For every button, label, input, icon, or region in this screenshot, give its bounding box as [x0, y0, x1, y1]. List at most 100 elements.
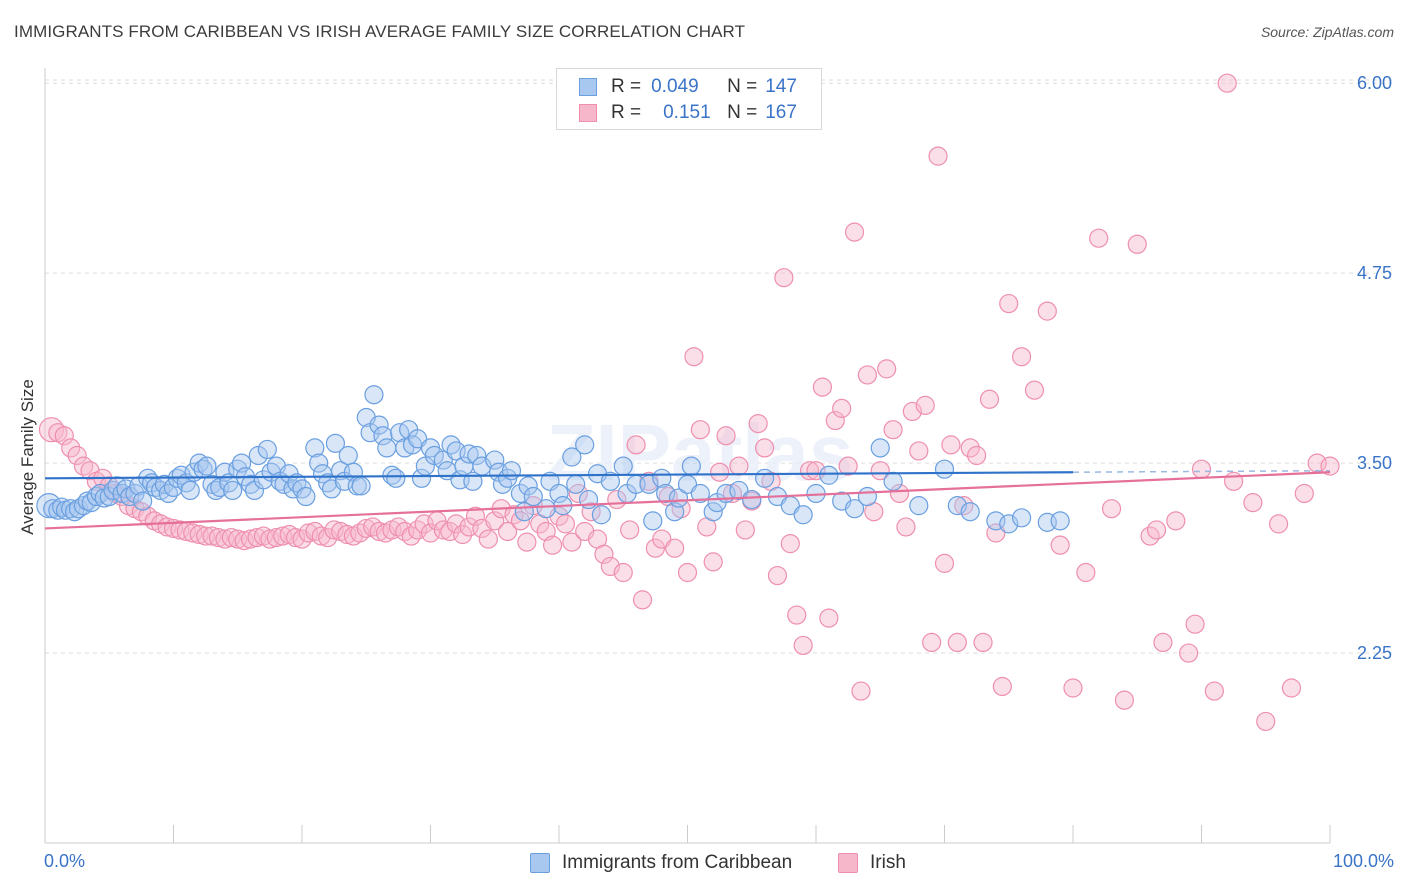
irish-point [1268, 514, 1289, 534]
irish-point [665, 538, 685, 558]
caribbean-point [325, 433, 346, 453]
trend-lines [44, 469, 1331, 530]
caribbean-point [793, 505, 813, 525]
irish-point [1024, 380, 1045, 400]
irish-point [562, 532, 582, 552]
irish-point [832, 398, 852, 418]
irish-point [542, 535, 563, 555]
caribbean-point [518, 476, 538, 496]
caribbean-point [351, 476, 371, 496]
irish-point [999, 293, 1019, 314]
caribbean-point [613, 456, 633, 476]
r-value: 0.151 [663, 102, 711, 123]
irish-point [806, 461, 826, 481]
y-tick-label: 6.00 [1357, 73, 1392, 93]
irish-point [915, 395, 935, 415]
caribbean-point [133, 491, 153, 511]
irish-point [684, 347, 704, 367]
irish-point [947, 632, 967, 653]
irish-point [703, 552, 723, 572]
irish-point [517, 532, 537, 552]
caribbean-point [424, 445, 444, 466]
irish-point [735, 520, 755, 540]
irish-point [1089, 228, 1109, 248]
caribbean-point [960, 502, 980, 522]
irish-point [1320, 456, 1340, 476]
irish-point [555, 514, 576, 534]
caribbean-point [690, 483, 710, 504]
irish-point [819, 608, 839, 628]
irish-point [1146, 520, 1167, 540]
irish-point [774, 268, 794, 288]
irish-point [748, 413, 768, 434]
caribbean-point [536, 499, 556, 519]
caribbean-point [411, 468, 432, 488]
irish-point [1076, 562, 1096, 583]
caribbean-point [377, 438, 397, 458]
x-tick-min: 0.0% [44, 851, 86, 871]
irish-point [61, 438, 81, 458]
chart-title: IMMIGRANTS FROM CARIBBEAN VS IRISH AVERA… [14, 22, 746, 41]
r-value: 0.049 [651, 76, 699, 97]
caribbean-point [643, 511, 663, 531]
irish-point [979, 389, 1000, 409]
caribbean-point [485, 450, 505, 470]
irish-point [928, 146, 948, 166]
legend-row-irish: R = 0.151 N = 167 [579, 101, 797, 125]
irish-point [787, 605, 807, 625]
caribbean-point [668, 488, 689, 508]
caribbean-point [373, 426, 393, 446]
caribbean-point [253, 470, 274, 490]
irish-point [967, 445, 987, 466]
legend-item-irish[interactable]: Irish [838, 852, 906, 874]
irish-point [594, 544, 614, 564]
caribbean-point [549, 483, 569, 504]
legend-row-caribbean: R = 0.049 N = 147 [579, 75, 797, 99]
irish-point [1037, 301, 1057, 321]
caribbean-point [681, 456, 701, 476]
irish-point [922, 632, 942, 653]
irish-point [909, 441, 929, 461]
irish-point [960, 438, 980, 458]
r-label: R = [611, 102, 642, 123]
irish-point [285, 527, 306, 548]
irish-point [838, 456, 858, 476]
n-label: N = [727, 76, 758, 97]
irish-point [67, 445, 87, 466]
irish-point [453, 524, 473, 545]
caribbean-point [158, 483, 178, 504]
caribbean-point [566, 474, 586, 494]
caribbean-point [369, 415, 389, 435]
caribbean-point [180, 480, 200, 501]
irish-point [793, 635, 813, 656]
y-tick-labels: 2.25 3.50 4.75 6.00 [1357, 73, 1392, 663]
irish-point [992, 676, 1012, 697]
irish-point [934, 553, 955, 573]
irish-point [1204, 681, 1224, 701]
caribbean-point [386, 468, 406, 488]
irish-point [857, 365, 878, 385]
irish-point [844, 222, 865, 242]
caribbean-point [523, 486, 543, 507]
legend-caribbean-label: Immigrants from Caribbean [562, 852, 793, 873]
irish-point [1153, 632, 1173, 653]
irish-point [754, 438, 775, 458]
irish-point [478, 529, 498, 549]
irish-point [1063, 678, 1083, 698]
irish-point [1050, 535, 1070, 555]
caribbean-point [883, 471, 903, 491]
irish-point [851, 681, 871, 701]
irish-point [941, 435, 961, 455]
y-tick-label: 2.25 [1357, 643, 1392, 663]
series-legend: Immigrants from Caribbean Irish [0, 850, 1406, 880]
irish-point [54, 426, 74, 446]
irish-point [1185, 614, 1205, 634]
caribbean-point [197, 456, 217, 476]
irish-point [896, 517, 916, 537]
legend-item-caribbean[interactable]: Immigrants from Caribbean [530, 852, 792, 874]
irish-point [613, 562, 633, 583]
irish-point [632, 590, 653, 610]
irish-point [877, 359, 897, 379]
irish-point [716, 426, 736, 446]
caribbean-point [305, 438, 325, 458]
